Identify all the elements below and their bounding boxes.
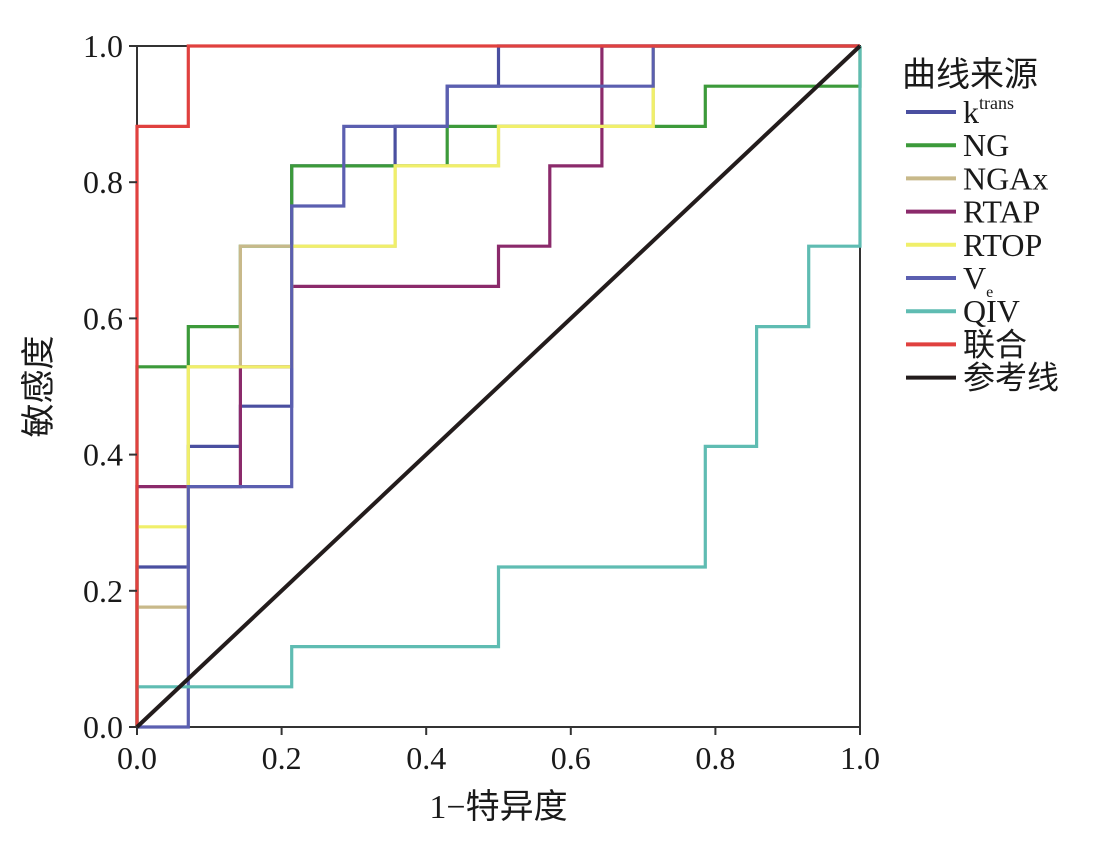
- y-tick-label: 0.8: [83, 164, 123, 200]
- x-tick-label: 0.4: [406, 740, 446, 776]
- y-tick-label: 0.0: [83, 709, 123, 745]
- series-line-s7: [135, 44, 860, 727]
- x-tick-label: 0.0: [117, 740, 157, 776]
- y-tick-label: 0.2: [83, 573, 123, 609]
- y-tick-label: 1.0: [83, 28, 123, 64]
- y-axis-label: 敏感度: [20, 336, 58, 438]
- legend-label-rtap: RTAP: [963, 194, 1040, 230]
- x-tick-label: 0.6: [551, 740, 591, 776]
- legend-label-s7: 联合: [963, 326, 1027, 362]
- x-tick-label: 1.0: [840, 740, 880, 776]
- x-tick-label: 0.2: [262, 740, 302, 776]
- y-tick-label: 0.6: [83, 300, 123, 336]
- legend-label-k: ktrans: [963, 93, 1014, 130]
- legend-label-superscript: trans: [979, 93, 1014, 113]
- legend-label-subscript: e: [986, 284, 993, 301]
- legend-label-ng: NG: [963, 127, 1009, 163]
- axes-layer: 0.0 0.2 0.4 0.6 0.8 1.0 0.0 0.2 0.4 0.6 0.8 1.0: [83, 28, 880, 776]
- legend-label-s8: 参考线: [963, 360, 1059, 396]
- series-line-qiv: [135, 46, 862, 727]
- y-tick-label: 0.4: [83, 437, 123, 473]
- legend-label-qiv: QIV: [963, 293, 1020, 329]
- legend-title: 曲线来源: [902, 56, 1038, 94]
- series-line-v: [137, 44, 860, 729]
- series-layer: [135, 44, 862, 729]
- x-tick-label: 0.8: [695, 740, 735, 776]
- series-line-s8: [135, 44, 862, 729]
- x-axis-label: 1−特异度: [429, 788, 567, 826]
- legend-label-ngax: NGAx: [963, 160, 1048, 196]
- legend-label-rtop: RTOP: [963, 227, 1042, 263]
